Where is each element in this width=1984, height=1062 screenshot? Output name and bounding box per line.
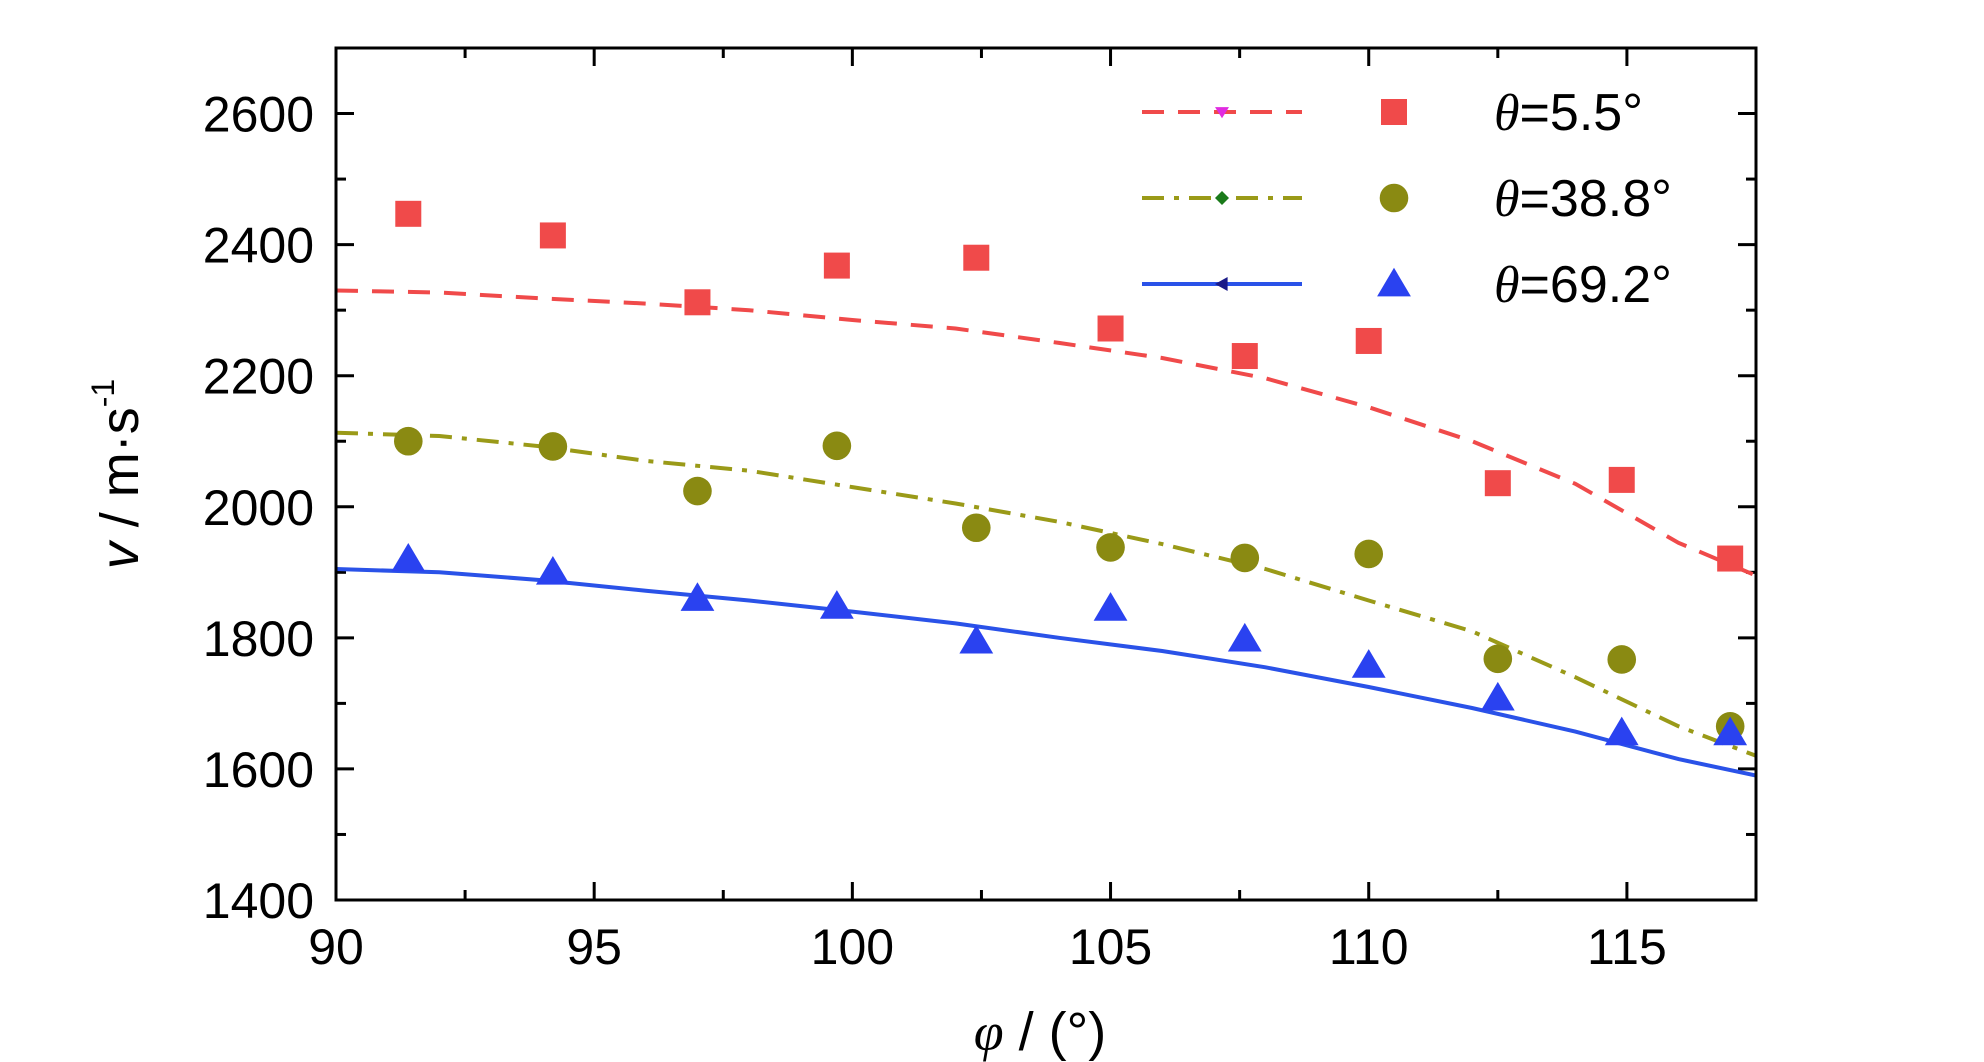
data-point-series-1 [684,289,711,316]
legend-value: =69.2° [1520,256,1672,314]
data-point-series-3 [1604,716,1639,746]
data-point-series-3 [680,582,715,611]
legend-marker-series-2 [1379,183,1409,213]
data-point-series-1 [539,222,566,249]
data-point-series-2 [1096,533,1125,562]
x-axis-title: φ / (°) [974,1002,1106,1062]
data-point-series-3 [1480,681,1515,711]
data-point-series-1 [1608,466,1635,493]
fit-curves-layer [336,288,1756,778]
data-point-series-1 [1097,315,1124,342]
data-point-series-1 [963,244,990,271]
data-point-series-2 [1354,539,1384,569]
data-point-series-1 [1717,545,1744,572]
x-tick-label: 110 [1329,919,1409,975]
data-point-series-1 [395,200,422,227]
data-point-series-2 [1483,644,1513,674]
data-point-series-3 [1351,649,1386,678]
data-point-series-1 [823,252,850,279]
y-tick-label: 2600 [203,87,314,143]
legend-symbol: θ [1494,85,1520,142]
data-point-series-1 [1355,327,1382,354]
data-point-series-2 [1607,645,1637,674]
data-point-series-1 [1484,470,1511,497]
legend: θ=5.5°θ=38.8°θ=69.2° [1142,84,1672,314]
x-tick-labels: 90 95 100 105 110 115 [308,919,1667,975]
legend-value: =5.5° [1520,84,1643,142]
y-tick-label: 2400 [203,218,314,274]
y-tick-label: 1600 [203,742,314,798]
y-tick-label: 2000 [203,480,314,536]
legend-symbol: θ [1494,171,1520,228]
data-point-series-2 [822,431,852,461]
x-tick-label: 90 [308,919,364,975]
y-axis-unit: / m·s [90,407,150,542]
data-point-series-2 [393,426,423,456]
data-point-series-3 [1093,592,1128,621]
fit-curve-series-2 [336,430,1756,758]
x-axis-unit: / (°) [1004,1002,1107,1062]
data-point-series-1 [1231,343,1258,370]
x-tick-label: 100 [811,919,894,975]
data-point-series-3 [1713,716,1748,746]
data-point-series-3 [819,590,854,619]
y-tick-labels: 1400 1600 1800 2000 2200 2400 2600 [203,87,314,929]
y-axis-superscript: -1 [85,379,121,407]
y-tick-label: 1400 [203,873,314,929]
legend-value: =38.8° [1520,170,1672,228]
data-point-series-3 [391,542,426,572]
legend-fit-marker-series-3 [1215,277,1228,291]
x-tick-label: 105 [1069,919,1152,975]
data-point-series-2 [1230,543,1260,573]
legend-marker-series-3 [1377,267,1411,297]
plot-frame [334,46,1758,902]
data-point-series-3 [959,624,994,654]
legend-fit-marker-series-2 [1215,191,1229,205]
data-point-series-2 [538,432,568,461]
data-point-series-3 [1227,622,1262,652]
y-axis-symbol: v [90,539,150,569]
legend-label-series-3: θ=69.2° [1494,256,1672,314]
y-tick-label: 2200 [203,349,314,405]
x-tick-label: 115 [1587,919,1667,975]
ticks-layer [334,46,1758,902]
legend-label-series-2: θ=38.8° [1494,170,1672,228]
legend-fit-marker-series-1 [1215,107,1229,119]
x-tick-label: 95 [566,919,622,975]
x-axis-symbol: φ [974,1002,1004,1062]
y-axis-title: v / m·s-1 [85,379,150,569]
legend-label-series-1: θ=5.5° [1494,84,1643,142]
data-points-layer [391,200,1748,746]
fit-curve-series-1 [336,288,1756,578]
data-point-series-2 [961,513,991,543]
fit-curve-series-3 [336,567,1756,778]
legend-marker-series-1 [1381,99,1407,125]
y-tick-label: 1800 [203,611,314,667]
data-point-series-2 [683,476,712,506]
data-point-series-3 [535,556,570,585]
legend-symbol: θ [1494,257,1520,314]
